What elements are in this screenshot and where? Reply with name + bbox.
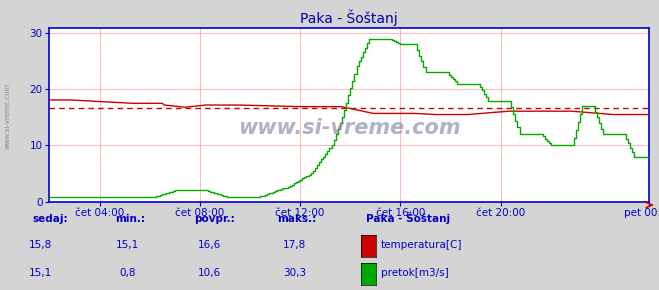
Text: 17,8: 17,8 [283, 240, 306, 250]
Text: maks.:: maks.: [277, 214, 316, 224]
Text: 15,1: 15,1 [115, 240, 139, 250]
Text: 15,8: 15,8 [29, 240, 53, 250]
Text: 0,8: 0,8 [119, 268, 136, 278]
Text: www.si-vreme.com: www.si-vreme.com [238, 119, 461, 138]
Text: 10,6: 10,6 [198, 268, 221, 278]
Text: 15,1: 15,1 [29, 268, 53, 278]
Text: Paka - Šoštanj: Paka - Šoštanj [366, 212, 450, 224]
Text: pretok[m3/s]: pretok[m3/s] [381, 268, 449, 278]
Text: 30,3: 30,3 [283, 268, 306, 278]
Text: sedaj:: sedaj: [33, 214, 69, 224]
Title: Paka - Šoštanj: Paka - Šoštanj [301, 10, 398, 26]
Text: min.:: min.: [115, 214, 146, 224]
Text: povpr.:: povpr.: [194, 214, 235, 224]
Text: 16,6: 16,6 [198, 240, 221, 250]
Text: temperatura[C]: temperatura[C] [381, 240, 463, 250]
Text: www.si-vreme.com: www.si-vreme.com [5, 83, 11, 149]
